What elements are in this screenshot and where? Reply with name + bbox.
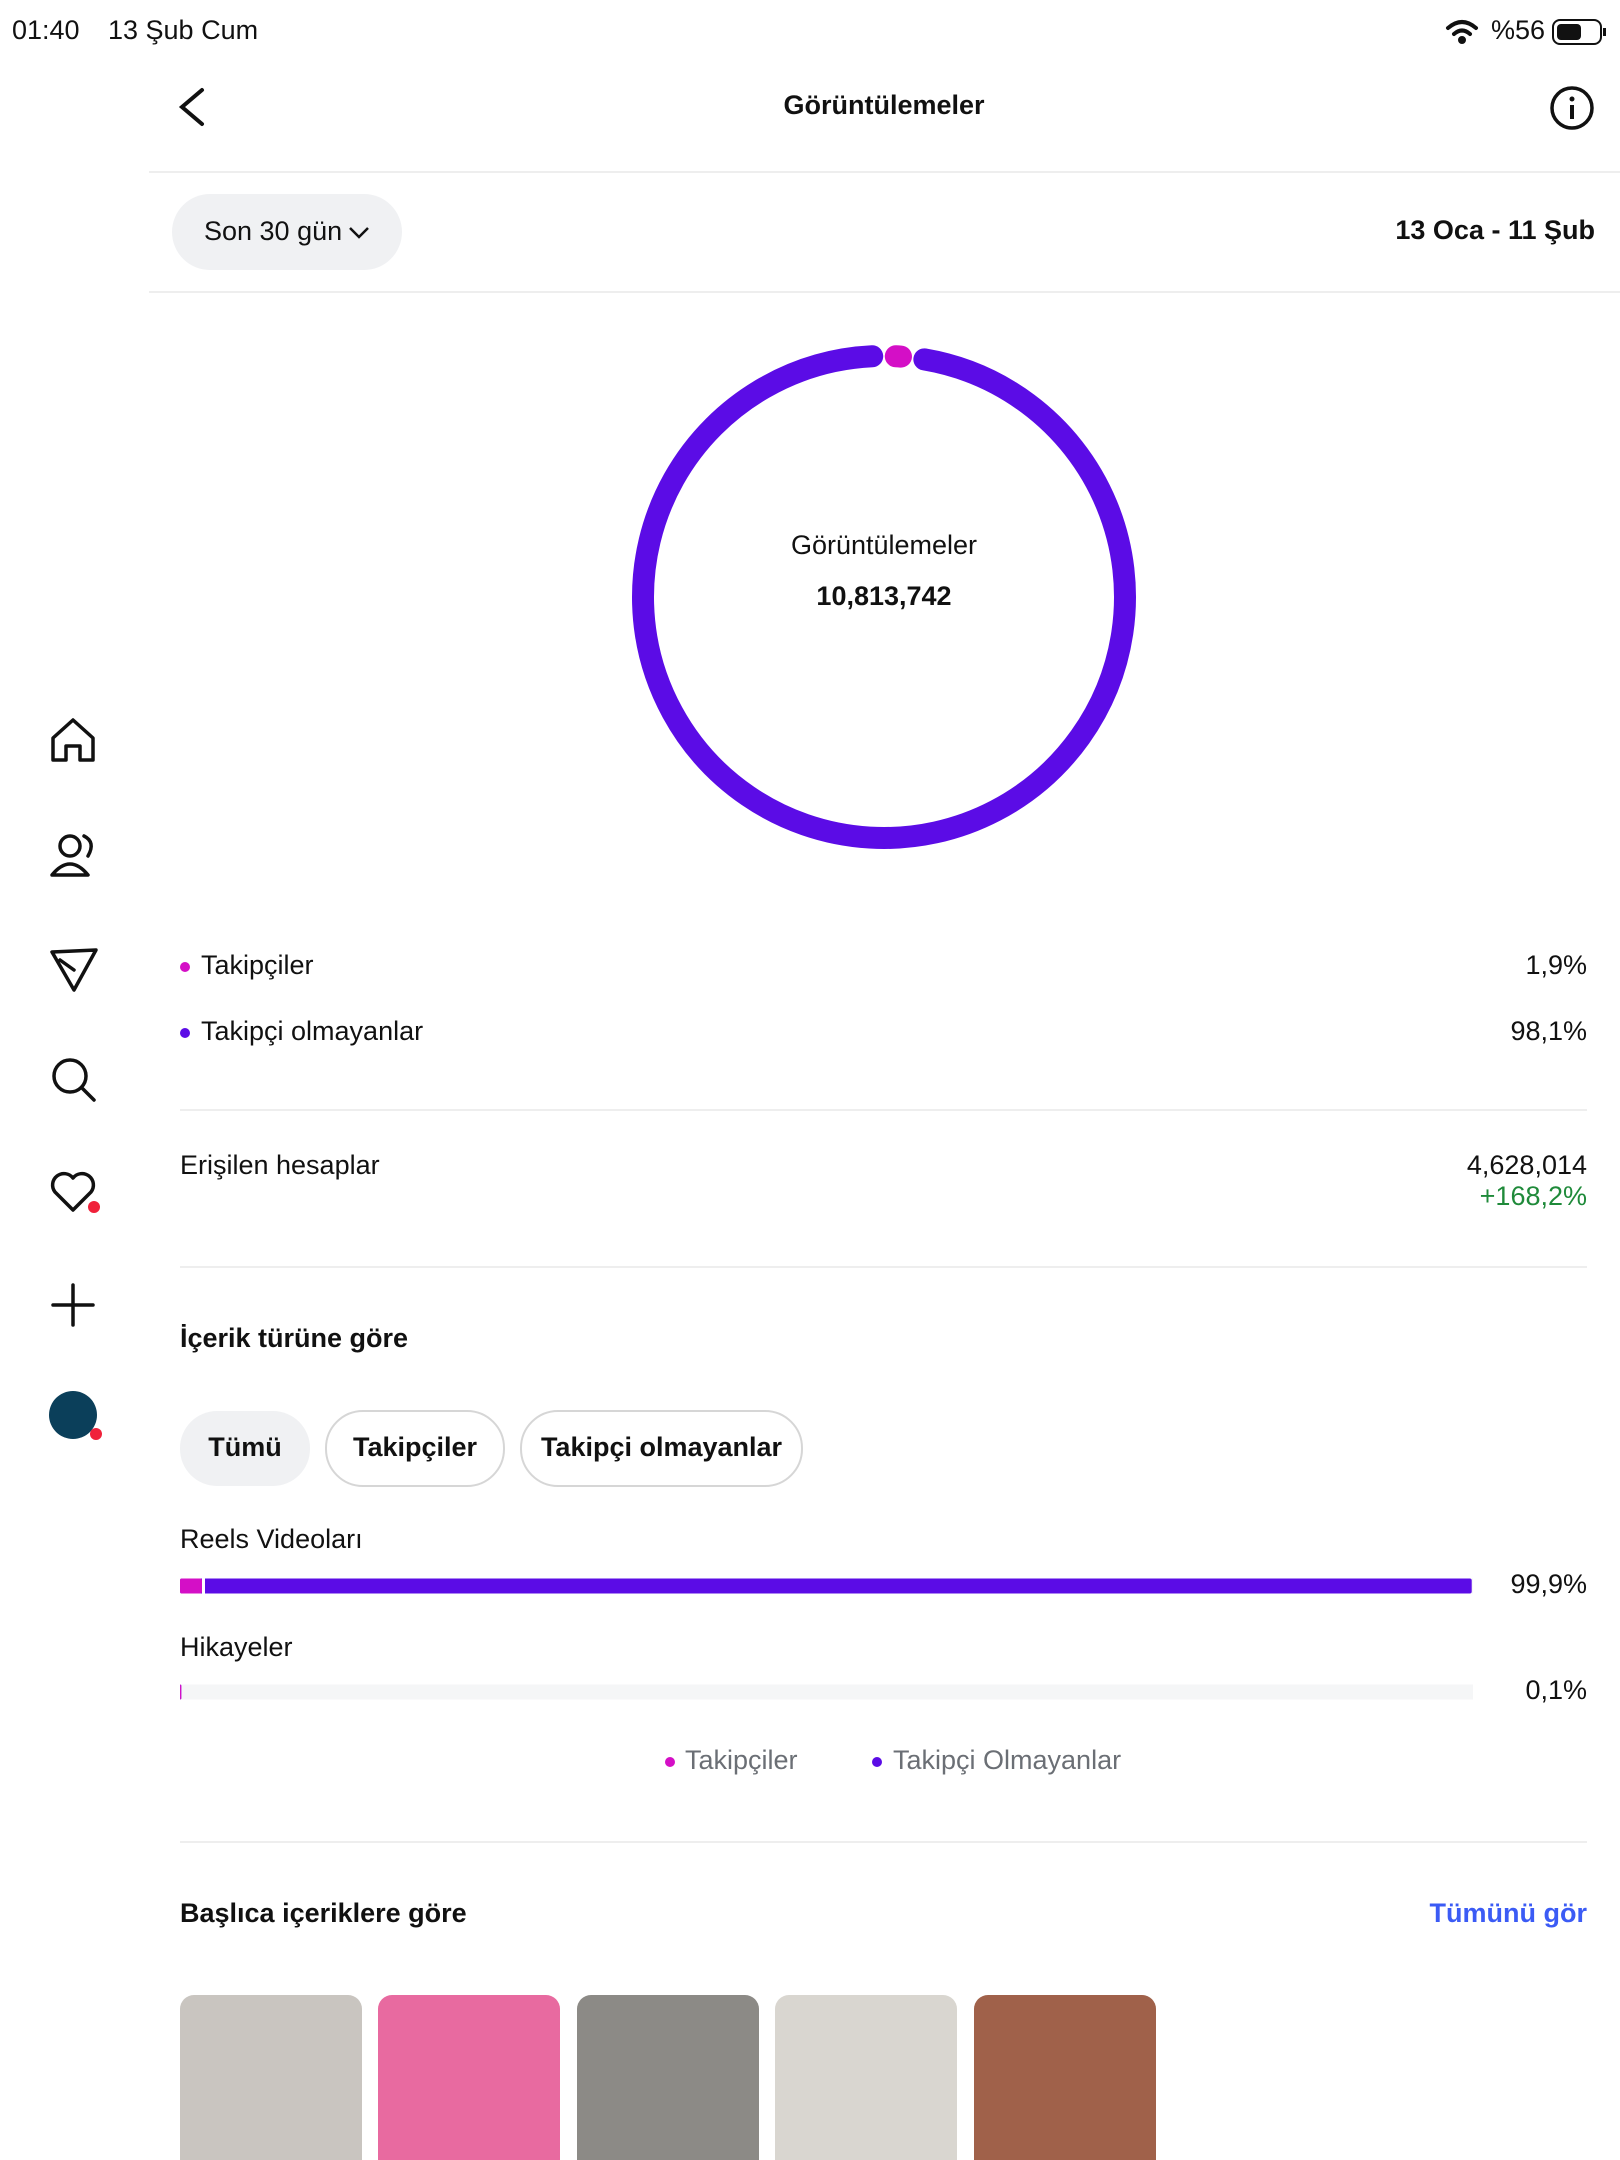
date-range: 13 Oca - 11 Şub <box>1395 215 1595 245</box>
donut-total: 10,813,742 <box>816 581 951 611</box>
nav-messages[interactable] <box>50 948 98 992</box>
filter-tab[interactable] <box>520 1410 803 1487</box>
period-label: Son 30 gün <box>204 216 342 246</box>
nav-profile[interactable] <box>50 834 93 877</box>
legend-label: Takipçiler <box>685 1745 798 1775</box>
nav-search[interactable] <box>52 1058 96 1102</box>
legend-dot <box>180 962 190 972</box>
status-time: 01:40 <box>12 15 80 45</box>
bar <box>180 1578 1472 1594</box>
legend-dot <box>180 1028 190 1038</box>
legend-dot <box>665 1757 675 1767</box>
legend-dot <box>872 1757 882 1767</box>
legend-value: 98,1% <box>1510 1016 1587 1046</box>
legend-label: Takipçi olmayanlar <box>201 1016 423 1046</box>
period-dropdown[interactable]: Son 30 gün <box>172 194 402 270</box>
nav-home[interactable] <box>51 718 95 762</box>
bar-track <box>180 1684 1473 1700</box>
nav-activity[interactable] <box>50 1171 96 1212</box>
legend-label: Takipçiler <box>201 950 314 980</box>
thumbnail[interactable] <box>775 1995 957 2160</box>
donut-segment <box>632 345 1136 849</box>
reach-change: +168,2% <box>1480 1181 1587 1211</box>
bar-value: 0,1% <box>1525 1675 1587 1705</box>
filter-tab-label: Takipçi olmayanlar <box>541 1432 783 1462</box>
filter-tab[interactable] <box>180 1411 310 1486</box>
filter-tab[interactable] <box>325 1410 505 1487</box>
bar-value: 99,9% <box>1510 1569 1587 1599</box>
nav-avatar[interactable] <box>49 1391 97 1439</box>
bar-gap <box>202 1578 205 1594</box>
notification-dot <box>88 1201 100 1213</box>
see-all-link[interactable]: Tümünü gör <box>1430 1898 1588 1928</box>
section-title: İçerik türüne göre <box>180 1323 408 1353</box>
battery-icon <box>1552 19 1606 45</box>
battery-level: %56 <box>1491 15 1545 45</box>
filter-tab-label: Takipçiler <box>353 1432 478 1462</box>
donut-label: Görüntülemeler <box>791 530 977 560</box>
status-date: 13 Şub Cum <box>108 15 258 45</box>
legend-value: 1,9% <box>1525 950 1587 980</box>
reach-label: Erişilen hesaplar <box>180 1150 380 1180</box>
nav-create[interactable] <box>51 1283 95 1327</box>
page-title: Görüntülemeler <box>783 90 985 120</box>
legend-label: Takipçi Olmayanlar <box>893 1745 1121 1775</box>
bar-accent <box>180 1578 202 1594</box>
thumbnail[interactable] <box>180 1995 362 2160</box>
back-button[interactable] <box>178 88 204 126</box>
thumbnail[interactable] <box>974 1995 1156 2160</box>
content-type-label: Hikayeler <box>180 1632 293 1662</box>
section-title: Başlıca içeriklere göre <box>180 1898 467 1928</box>
bar-accent <box>180 1684 182 1700</box>
notification-dot <box>90 1428 102 1440</box>
filter-tab-label: Tümü <box>208 1432 282 1462</box>
content-type-label: Reels Videoları <box>180 1524 363 1554</box>
reach-value: 4,628,014 <box>1467 1150 1587 1180</box>
wifi-icon <box>1446 20 1478 44</box>
thumbnail[interactable] <box>577 1995 759 2160</box>
info-button[interactable] <box>1550 86 1594 130</box>
thumbnail[interactable] <box>378 1995 560 2160</box>
thumbnails <box>180 1995 1156 2160</box>
